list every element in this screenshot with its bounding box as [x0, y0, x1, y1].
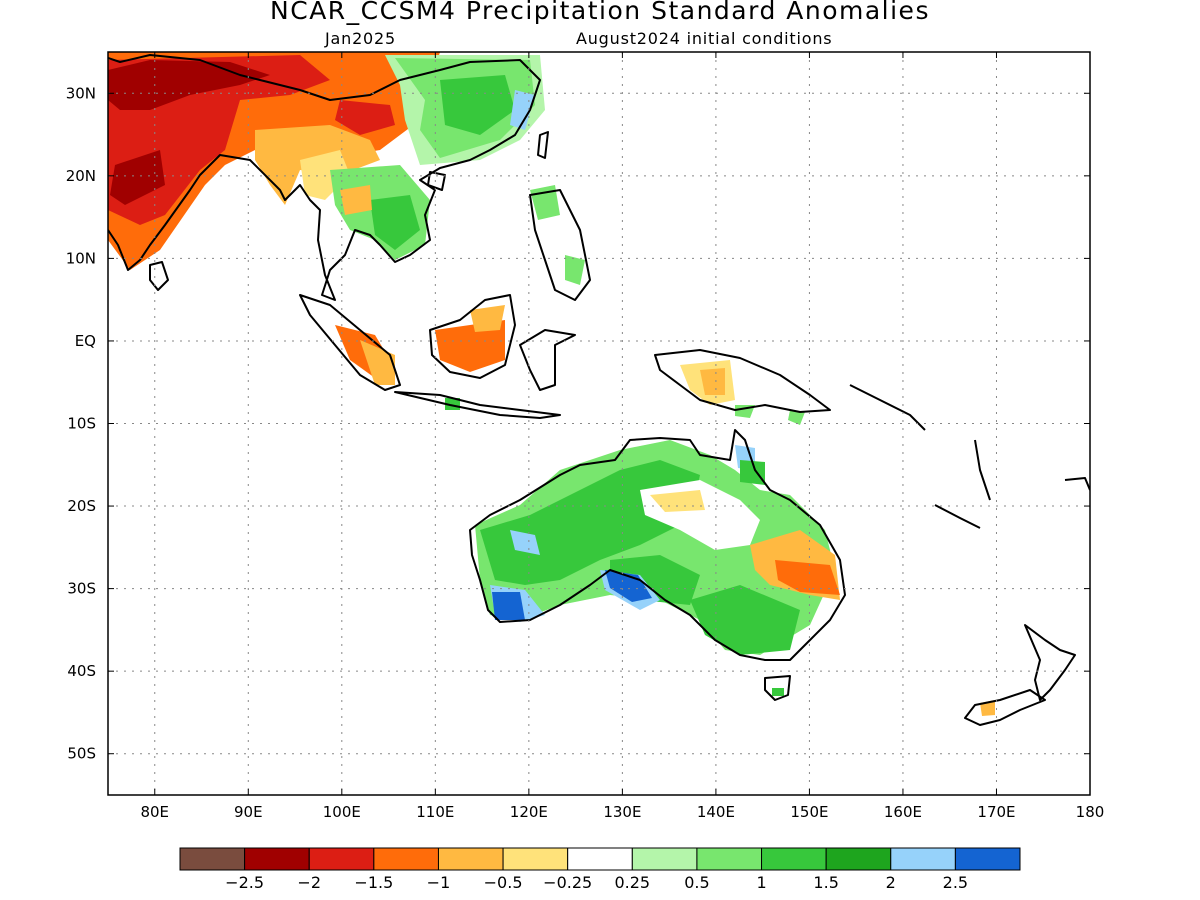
lon-tick-label: 80E — [140, 803, 169, 821]
anomaly-india-darkred — [108, 60, 270, 110]
coast-tasmania — [764, 675, 791, 701]
colorbar-label: 2.5 — [943, 873, 968, 892]
anomaly-newguinea-orange — [700, 368, 725, 395]
lon-tick-label: 180 — [1076, 803, 1105, 821]
colorbar-swatch — [567, 847, 633, 871]
colorbar-swatch — [373, 847, 439, 871]
anomaly-china-darkgreen — [440, 75, 515, 135]
colorbar-swatch — [696, 847, 763, 871]
anomaly-borneo-orange — [435, 320, 505, 372]
coast-fiji — [1064, 477, 1090, 491]
coast-solomons — [849, 384, 926, 431]
colorbar-swatch — [502, 847, 569, 871]
anomaly-indochina-darkgreen — [370, 195, 420, 250]
coast-borneo — [429, 294, 516, 379]
initial-conditions: August2024 initial conditions — [576, 29, 833, 48]
colorbar-label: −0.25 — [543, 873, 592, 892]
colorbar: −2.5 −2 −1.5 −1 −0.5 −0.25 0.25 0.5 1 1.5 2 2.5 — [179, 847, 1021, 892]
coast-asia-mainland — [108, 54, 541, 301]
lon-tick-label: 140E — [697, 803, 735, 821]
map-area — [108, 52, 1090, 795]
axis-ticks: 80E 90E 100E 110E 120E 130E 140E 150E 160E 170E 18… — [66, 52, 1105, 821]
coast-hainan — [427, 171, 446, 191]
lon-tick-label: 90E — [234, 803, 263, 821]
lon-tick-label: 110E — [416, 803, 454, 821]
coast-newguinea — [654, 349, 831, 413]
colorbar-swatch — [244, 847, 310, 871]
anomaly-india-darkred-2 — [110, 150, 165, 205]
anomaly-australia-lightyellow — [650, 490, 705, 512]
colorbar-swatch — [437, 847, 504, 871]
lat-tick-label: 20N — [66, 167, 96, 185]
colorbar-label: −1.5 — [354, 873, 393, 892]
coast-sulawesi — [519, 329, 576, 391]
colorbar-swatch — [179, 847, 246, 871]
lat-tick-label: 20S — [67, 497, 96, 515]
colorbar-swatch — [631, 847, 698, 871]
colorbar-label: −1 — [427, 873, 451, 892]
colorbar-swatch — [825, 847, 892, 871]
coast-newcaledonia — [934, 504, 981, 529]
coast-nz-south — [964, 689, 1046, 726]
grid-lines — [108, 52, 1090, 795]
anomaly-australia-darkgreen-2 — [690, 585, 800, 655]
coast-taiwan — [537, 131, 549, 159]
lat-tick-label: 10S — [67, 415, 96, 433]
anomaly-australia-sw-blue — [492, 592, 525, 620]
coast-nz-north — [1024, 624, 1076, 701]
coast-vanuatu — [974, 439, 991, 501]
colorbar-swatch — [954, 847, 1021, 871]
coast-sumatra — [299, 294, 401, 391]
anomaly-indochina-yellow — [340, 185, 372, 215]
colorbar-label: 2 — [886, 873, 896, 892]
map-frame — [107, 51, 1091, 796]
colorbar-label: 1.5 — [813, 873, 838, 892]
lon-tick-label: 130E — [603, 803, 641, 821]
anomaly-newguinea-green-2 — [788, 410, 805, 425]
coast-australia — [469, 429, 846, 661]
lat-tick-label: 10N — [66, 249, 96, 267]
colorbar-swatch — [890, 847, 956, 871]
lon-tick-label: 100E — [323, 803, 361, 821]
colorbar-swatch — [761, 847, 827, 871]
colorbar-swatch — [308, 847, 375, 871]
lon-tick-label: 120E — [510, 803, 548, 821]
colorbar-label: −2 — [297, 873, 321, 892]
anomaly-australia-east-orange — [775, 560, 840, 595]
colorbar-label: −0.5 — [484, 873, 523, 892]
valid-month: Jan2025 — [325, 29, 396, 48]
lon-tick-label: 170E — [977, 803, 1015, 821]
lon-tick-label: 160E — [884, 803, 922, 821]
lat-tick-label: 50S — [67, 745, 96, 763]
coastlines — [108, 54, 1090, 726]
coast-srilanka — [149, 261, 169, 291]
anomaly-china-red — [335, 100, 395, 135]
lat-tick-label: 30S — [67, 580, 96, 598]
lat-tick-label: EQ — [75, 332, 96, 350]
lat-tick-label: 30N — [66, 84, 96, 102]
anomaly-philippines-green-2 — [565, 255, 585, 285]
coast-philippines — [529, 189, 591, 301]
coast-java — [394, 391, 561, 419]
anomaly-borneo-yellow — [470, 305, 505, 332]
colorbar-label: 0.5 — [684, 873, 709, 892]
anomaly-queensland-green — [740, 460, 765, 485]
colorbar-label: −2.5 — [225, 873, 264, 892]
anomaly-australia-south-blue — [605, 570, 652, 602]
lat-tick-label: 40S — [67, 662, 96, 680]
lon-tick-label: 150E — [790, 803, 828, 821]
colorbar-label: 0.25 — [614, 873, 650, 892]
chart-title: NCAR_CCSM4 Precipitation Standard Anomal… — [270, 0, 930, 25]
anomaly-shading — [108, 52, 995, 716]
anomaly-tasmania-green — [772, 688, 784, 696]
anomaly-australia-west-lightblue — [510, 530, 540, 555]
colorbar-label: 1 — [756, 873, 766, 892]
